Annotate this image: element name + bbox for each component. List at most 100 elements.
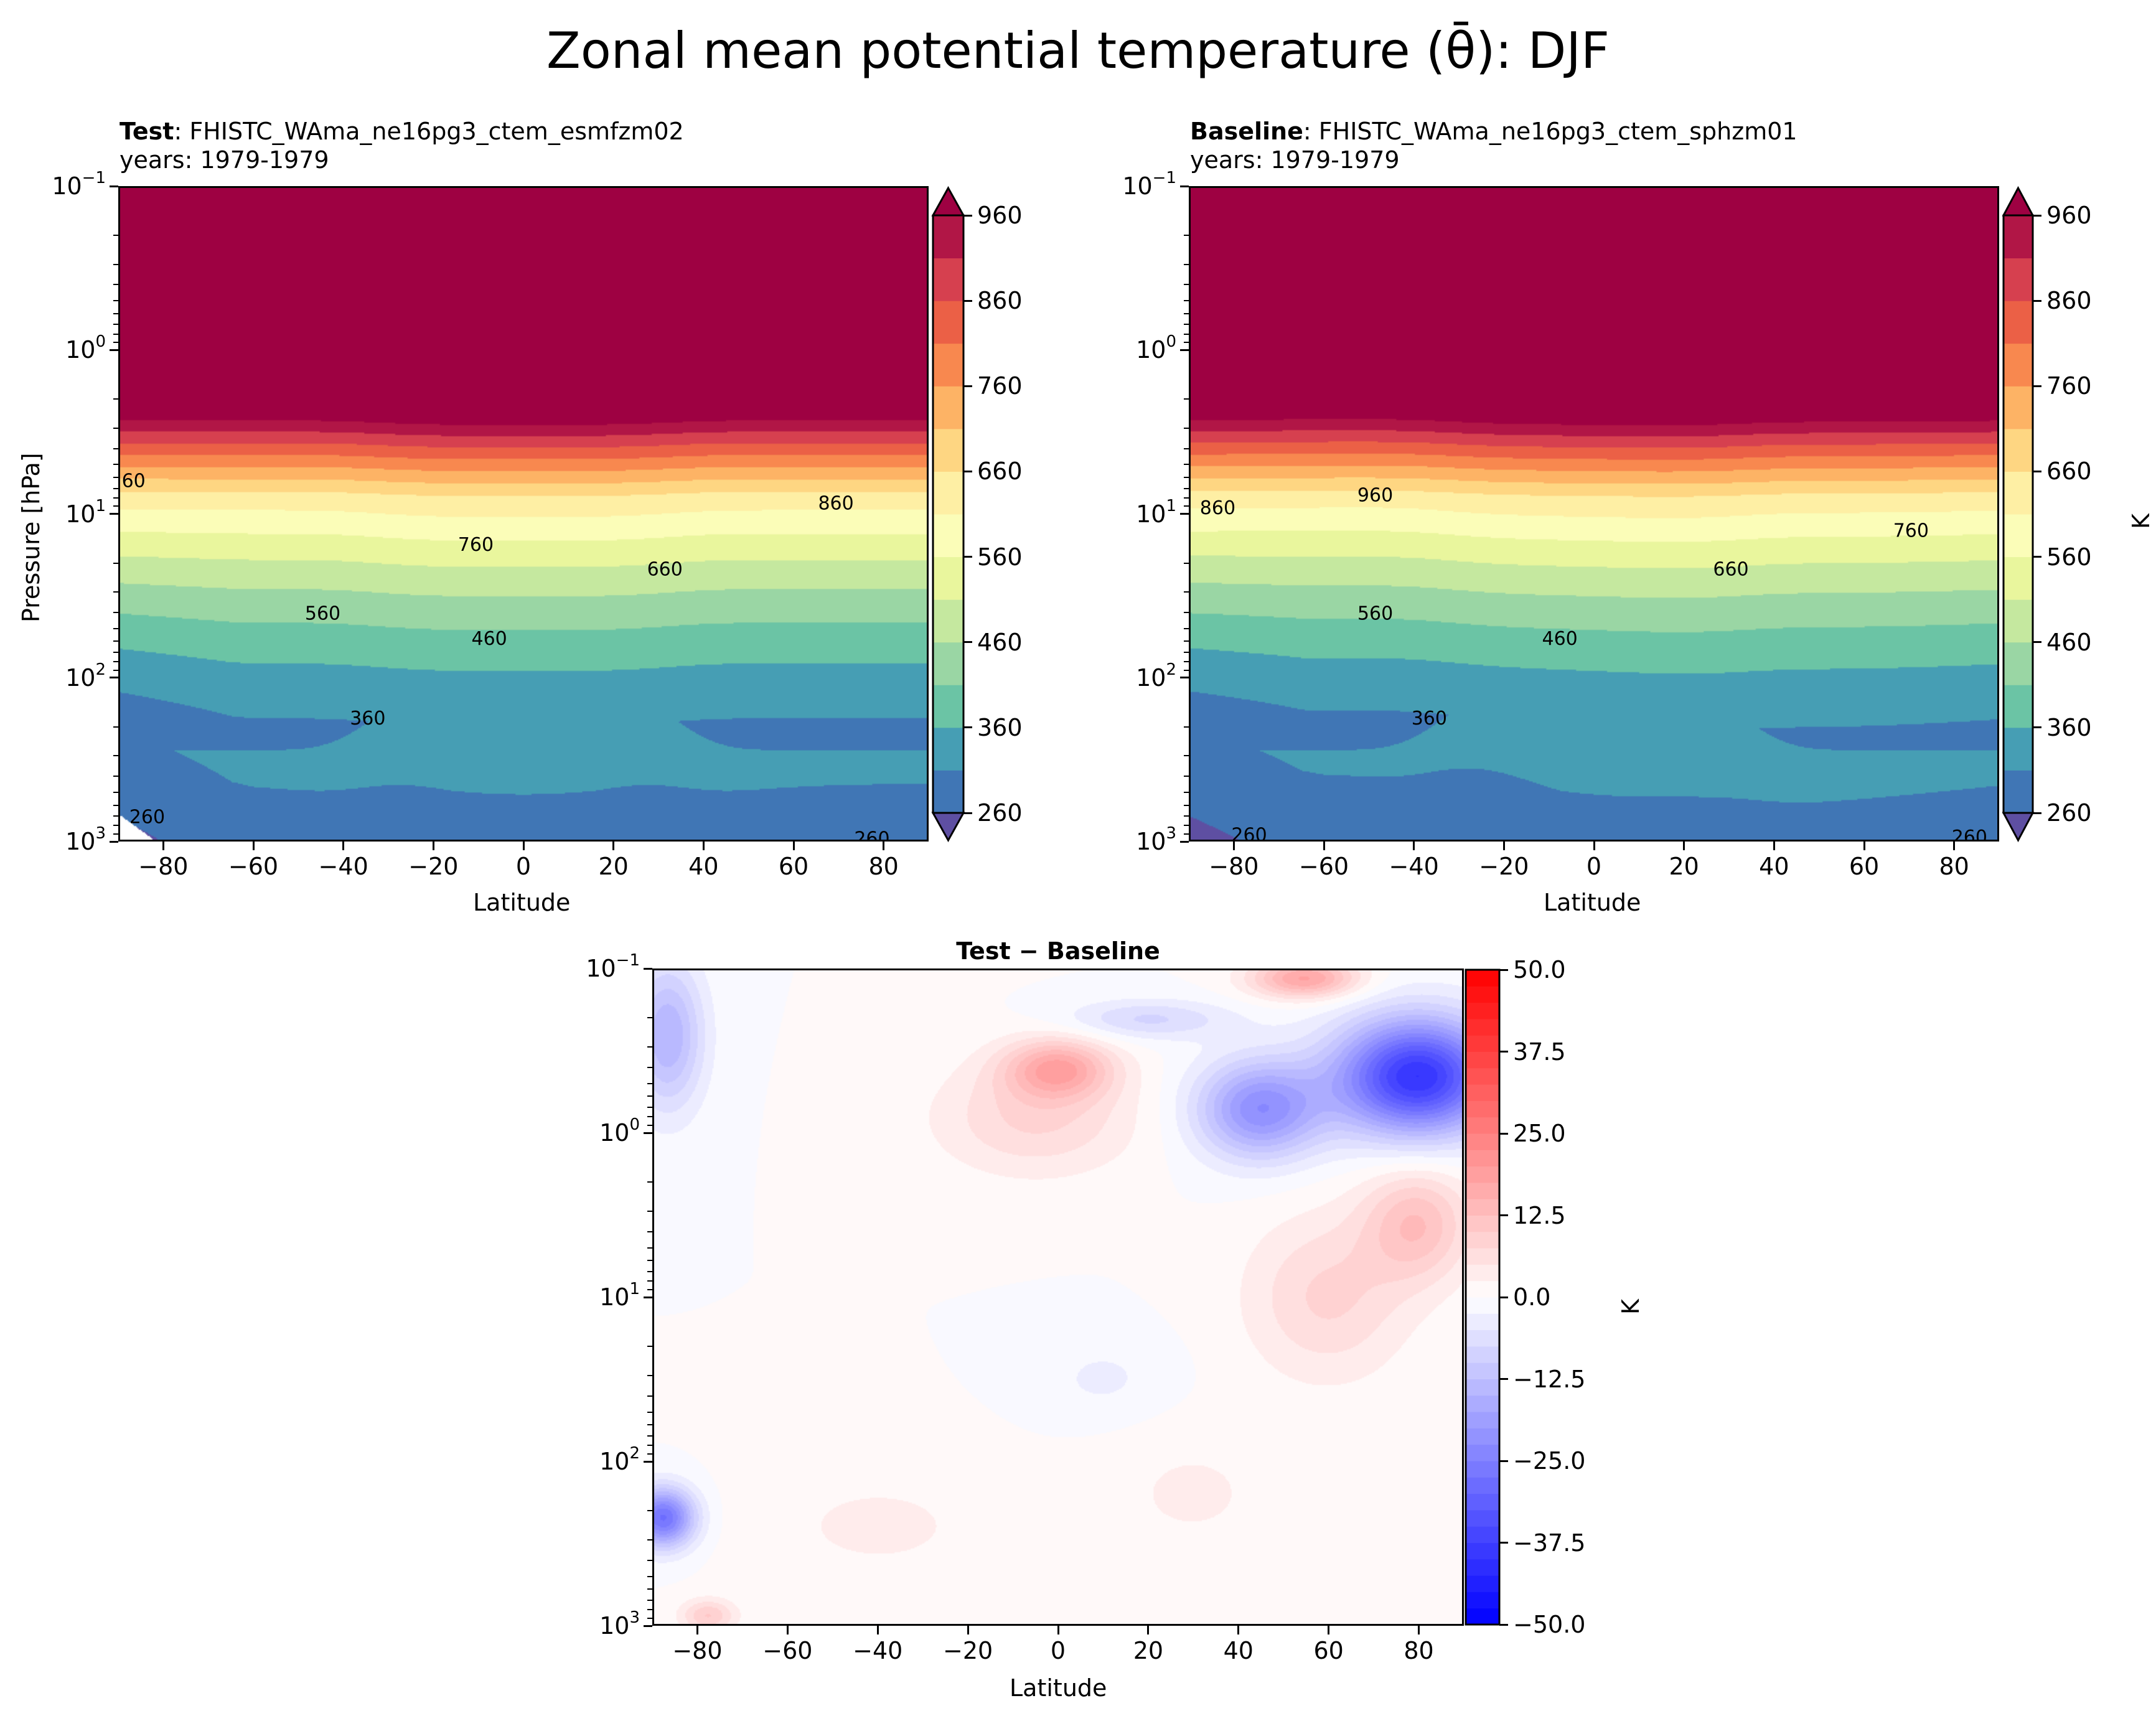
colorbar-extend-min-triangle <box>931 812 965 843</box>
y-minor-tick <box>647 1107 652 1109</box>
colorbar-segment <box>1466 1084 1499 1101</box>
y-minor-tick <box>113 640 118 642</box>
y-minor-tick <box>647 1374 652 1376</box>
colorbar-tick-mark <box>963 812 972 814</box>
y-minor-tick <box>647 1424 652 1426</box>
y-minor-tick <box>647 1435 652 1437</box>
y-tick-mark <box>644 1132 652 1134</box>
x-tick-mark <box>696 1626 698 1634</box>
y-tick-mark <box>1180 677 1189 679</box>
x-tick-label: 80 <box>1939 853 1969 880</box>
colorbar-tick-mark <box>963 299 972 302</box>
y-minor-tick <box>1184 284 1189 286</box>
x-tick-mark <box>792 842 795 850</box>
colorbar-tick-label: 0.0 <box>1513 1283 1551 1311</box>
y-minor-tick <box>1184 815 1189 817</box>
colorbar-frame <box>2002 214 2034 814</box>
y-minor-tick <box>113 562 118 564</box>
contour-label: 860 <box>818 492 853 514</box>
colorbar-segment <box>2004 386 2033 429</box>
colorbar-segment <box>1466 1215 1499 1232</box>
baseline-panel-years: years: 1979-1979 <box>1190 146 1400 174</box>
y-minor-tick <box>113 651 118 653</box>
baseline-title-case: : FHISTC_WAma_ne16pg3_ctem_sphzm01 <box>1303 118 1797 145</box>
x-tick-mark <box>252 842 255 850</box>
colorbar-tick-label: −37.5 <box>1513 1529 1586 1557</box>
colorbar-tick-mark <box>1499 1542 1508 1544</box>
colorbar-tick-mark <box>963 726 972 729</box>
y-minor-tick <box>113 726 118 728</box>
y-minor-tick <box>647 1510 652 1512</box>
y-minor-tick <box>113 833 118 835</box>
colorbar-segment <box>2004 428 2033 472</box>
colorbar-tick-label: 360 <box>977 713 1023 741</box>
colorbar-segment <box>1466 1509 1499 1527</box>
colorbar-segment <box>1466 1493 1499 1511</box>
y-minor-tick <box>113 825 118 827</box>
y-tick-mark <box>644 1296 652 1298</box>
colorbar-segment <box>933 301 963 344</box>
y-minor-tick <box>113 448 118 449</box>
colorbar-segment <box>1466 1526 1499 1543</box>
y-minor-tick <box>647 1046 652 1048</box>
y-minor-tick <box>647 1271 652 1273</box>
x-tick-mark <box>1232 842 1235 850</box>
colorbar-tick-mark <box>2033 470 2041 472</box>
y-minor-tick <box>1184 300 1189 301</box>
colorbar-tick-label: 860 <box>977 287 1023 315</box>
y-minor-tick <box>1184 342 1189 344</box>
y-minor-tick <box>647 1082 652 1084</box>
x-tick-mark <box>883 842 885 850</box>
y-minor-tick <box>1184 651 1189 653</box>
y-tick-label: 101 <box>1136 496 1176 528</box>
y-minor-tick <box>113 661 118 663</box>
colorbar-segment <box>933 685 963 728</box>
colorbar-segment <box>1466 1592 1499 1609</box>
y-minor-tick <box>1184 448 1189 449</box>
x-tick-label: −40 <box>1389 853 1439 880</box>
baseline-plot-area[interactable]: 960 860 760 660 560 460 360 260 260 <box>1189 186 1999 842</box>
colorbar-segment <box>2004 642 2033 685</box>
colorbar-segment <box>2004 727 2033 771</box>
colorbar-segment <box>1466 1477 1499 1494</box>
colorbar-segment <box>1466 1412 1499 1428</box>
y-minor-tick <box>1184 427 1189 429</box>
colorbar-tick-label: −12.5 <box>1513 1365 1586 1393</box>
y-minor-tick <box>113 235 118 237</box>
colorbar-segment <box>1466 1182 1499 1199</box>
y-minor-tick <box>647 1124 652 1126</box>
test-contour-lines: 60 860 760 660 560 460 360 260 260 <box>122 470 890 842</box>
y-minor-tick <box>113 815 118 817</box>
colorbar-segment <box>1466 1002 1499 1020</box>
colorbar-tick-mark <box>963 385 972 387</box>
x-tick-mark <box>162 842 164 850</box>
y-minor-tick <box>647 1411 652 1413</box>
y-minor-tick <box>647 1575 652 1577</box>
y-tick-mark <box>644 967 652 970</box>
x-tick-mark <box>1773 842 1775 850</box>
colorbar-segment <box>2004 514 2033 558</box>
y-minor-tick <box>1184 825 1189 827</box>
colorbar-segment <box>2004 556 2033 600</box>
x-tick-label: 60 <box>1849 853 1880 880</box>
colorbar-tick-mark <box>963 641 972 644</box>
colorbar-segment <box>1466 1444 1499 1461</box>
x-tick-mark <box>612 842 615 850</box>
y-minor-tick <box>1184 333 1189 335</box>
y-minor-tick <box>1184 611 1189 613</box>
x-tick-label: 40 <box>688 853 719 880</box>
colorbar-tick-label: −25.0 <box>1513 1447 1586 1475</box>
contour-label: 260 <box>854 828 889 842</box>
colorbar-tick-label: 960 <box>977 202 1023 229</box>
y-minor-tick <box>113 776 118 777</box>
colorbar-tick-label: 12.5 <box>1513 1201 1566 1229</box>
x-tick-mark <box>1593 842 1595 850</box>
y-minor-tick <box>113 791 118 793</box>
colorbar-segment <box>2004 770 2033 814</box>
diff-plot-area[interactable] <box>652 968 1464 1626</box>
test-plot-area[interactable]: 60 860 760 660 560 460 360 260 260 <box>118 186 929 842</box>
y-minor-tick <box>647 1609 652 1611</box>
colorbar-segment <box>933 343 963 387</box>
x-tick-mark <box>522 842 525 850</box>
colorbar-tick-mark <box>2033 556 2041 558</box>
